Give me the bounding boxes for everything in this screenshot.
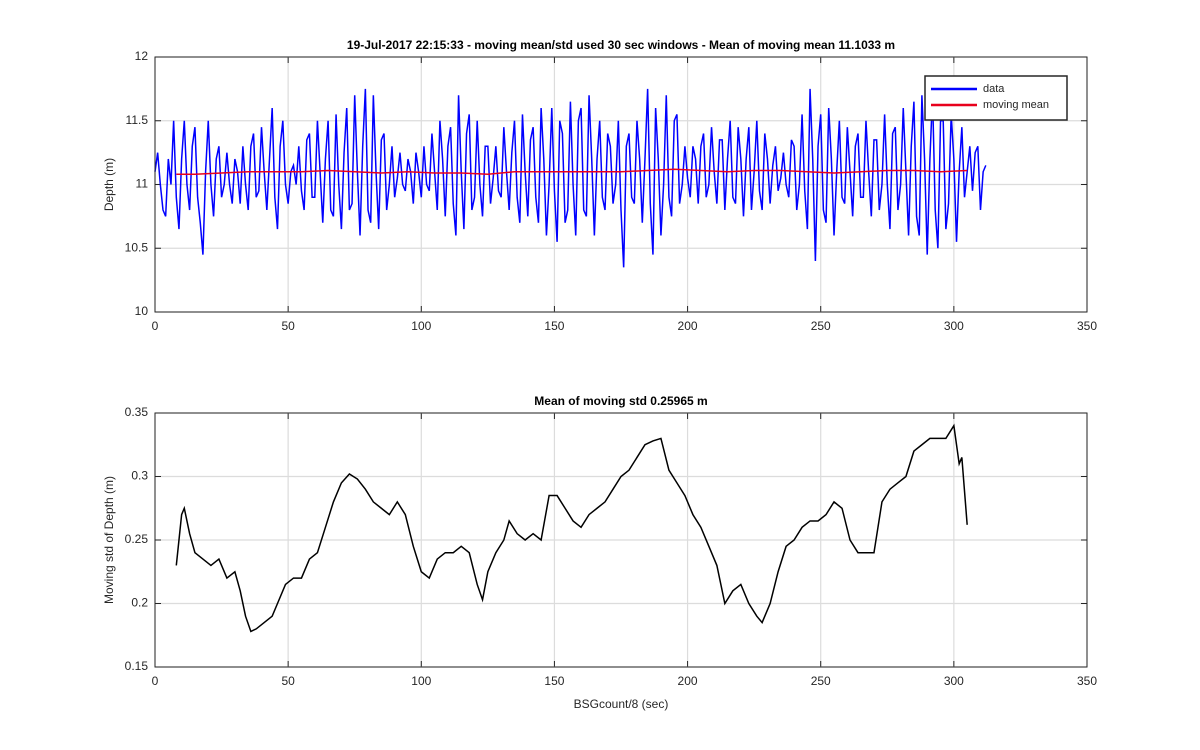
legend-box xyxy=(924,75,1068,121)
data-line xyxy=(176,168,968,176)
legend: data moving mean xyxy=(924,75,1068,121)
x-tick-label: 300 xyxy=(944,319,964,333)
x-tick-label: 100 xyxy=(411,674,431,688)
axes-box xyxy=(154,412,1088,668)
y-tick-label: 0.15 xyxy=(125,659,149,673)
y-tick-label: 0.3 xyxy=(131,469,148,483)
y-tick-label: 11 xyxy=(136,177,149,191)
x-tick-label: 150 xyxy=(544,319,564,333)
data-line xyxy=(175,423,968,633)
x-tick-label: 200 xyxy=(678,674,698,688)
x-tick-label: 250 xyxy=(811,674,831,688)
x-tick-label: 0 xyxy=(152,674,159,688)
y-tick-label: 0.2 xyxy=(131,596,148,610)
x-tick-label: 200 xyxy=(678,319,698,333)
axes-box xyxy=(154,56,1088,313)
data-line xyxy=(154,88,987,268)
x-tick-label: 50 xyxy=(281,674,295,688)
y-axis-label: Moving std of Depth (m) xyxy=(102,476,116,604)
y-tick-label: 12 xyxy=(135,49,149,63)
legend-label: data xyxy=(983,83,1005,95)
axes: 19-Jul-2017 22:15:33 - moving mean/std u… xyxy=(102,38,1097,333)
y-tick-label: 0.35 xyxy=(125,405,149,419)
axes: Mean of moving std 0.25965 m 0 50 100 150 200… xyxy=(102,394,1097,711)
chart-title: Mean of moving std 0.25965 m xyxy=(534,394,707,408)
x-tick-label: 100 xyxy=(411,319,431,333)
y-tick-label: 11.5 xyxy=(126,113,149,127)
x-axis-label: BSGcount/8 (sec) xyxy=(574,697,669,711)
x-tick-label: 150 xyxy=(544,674,564,688)
x-tick-label: 300 xyxy=(944,674,964,688)
x-tick-label: 250 xyxy=(811,319,831,333)
y-tick-label: 10.5 xyxy=(125,240,149,254)
y-axis-label: Depth (m) xyxy=(102,158,116,211)
x-tick-label: 350 xyxy=(1077,674,1097,688)
y-tick-label: 10 xyxy=(135,304,149,318)
y-tick-label: 0.25 xyxy=(125,532,149,546)
x-tick-label: 350 xyxy=(1077,319,1097,333)
legend-label: moving mean xyxy=(983,99,1049,111)
x-tick-label: 50 xyxy=(281,319,295,333)
chart-title: 19-Jul-2017 22:15:33 - moving mean/std u… xyxy=(347,38,895,52)
x-tick-label: 0 xyxy=(152,319,159,333)
